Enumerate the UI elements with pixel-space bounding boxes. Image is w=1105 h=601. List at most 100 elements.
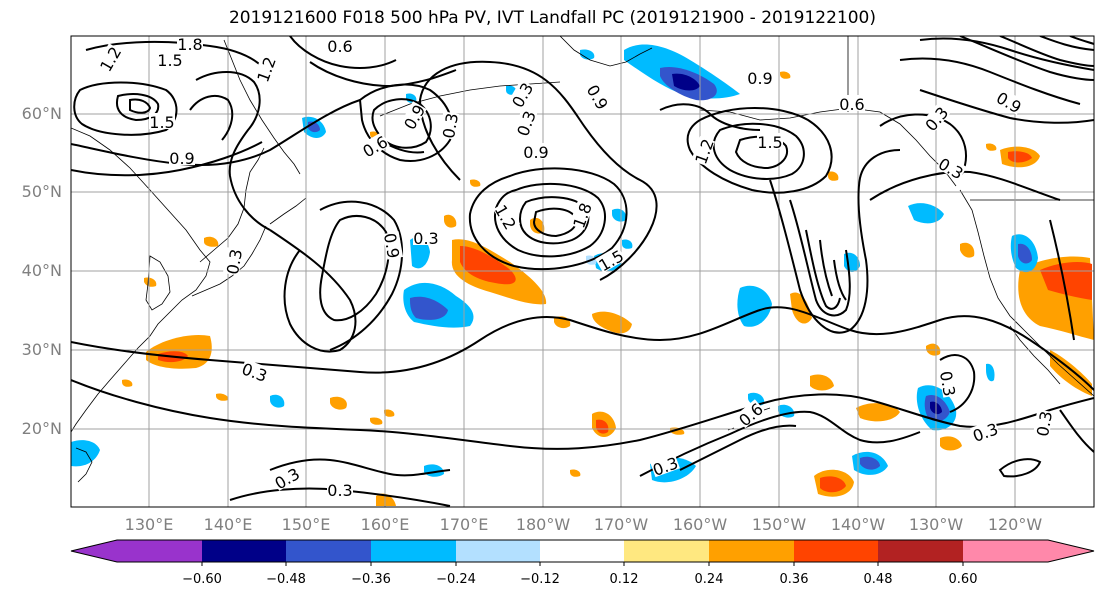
colorbar-swatch [371,540,456,562]
positive-anomaly [856,403,900,422]
negative-anomaly [71,440,100,467]
lon-label-160e: 160°E [360,515,410,534]
contour-label: 1.5 [149,113,174,132]
baja-coast [1009,325,1061,385]
contour-label-bg [936,153,967,181]
colorbar-swatch [878,540,963,562]
colorbar-tick-label: −0.12 [520,572,560,587]
pv-contour [189,94,234,141]
colorbar-tick-label: 0.48 [863,572,893,587]
contour-label-bg [994,87,1025,115]
positive-anomaly [790,292,812,324]
kamchatka-coast [223,39,301,175]
asia-coast [71,127,211,433]
negative-anomaly [908,203,944,224]
pv-contour [919,37,1094,71]
contour-label-bg [222,247,244,276]
lon-label-120w: 120°W [987,515,1043,534]
negative-anomaly [410,237,430,269]
contour-label-bg [327,481,353,497]
colorbar-swatch [117,540,202,562]
contour-label: 0.3 [1033,410,1056,438]
positive-anomaly [940,436,962,451]
contour-label-bg [157,51,183,67]
negative-anomaly [672,73,700,91]
lon-label-140e: 140°E [203,515,253,534]
colorbar [70,539,1095,566]
contour-label: 0.9 [747,69,772,88]
pv-contour [71,379,1094,450]
contour-label: 0.9 [523,143,548,162]
positive-anomaly [596,419,609,434]
pv-contour [869,170,1061,201]
colorbar-swatch [456,540,540,562]
negative-anomaly [1018,243,1032,264]
contour-label: 0.9 [380,232,403,260]
contour-label: 1.5 [757,133,782,152]
contour-label: 0.6 [327,37,352,56]
contour-label: 0.3 [327,481,352,500]
contour-label-bg [734,399,766,429]
contour-label-bg [970,419,1000,444]
positive-anomaly [1008,151,1032,163]
negative-anomaly [622,239,633,249]
contour-label: 0.3 [413,229,438,248]
pv-contour [919,89,1094,124]
pv-contour [1059,409,1094,453]
contour-label: 0.3 [223,248,246,276]
pv-contour [686,107,833,194]
pv-contour [73,81,178,136]
pv-contour [879,113,967,175]
positive-anomaly [820,476,846,493]
positive-anomaly [960,242,975,258]
colorbar-tick-label: −0.48 [266,572,306,587]
aleutian-islands [379,81,561,117]
lon-label-150e: 150°E [281,515,331,534]
colorbar-over-arrow [1048,540,1094,562]
lon-label-130w: 130°W [908,515,964,534]
pv-contour [418,60,658,281]
contour-label-bg [240,359,270,384]
pv-contour [319,215,390,322]
lat-label-20n: 20°N [21,419,62,438]
negative-anomaly [986,363,995,382]
pv-contour [519,196,590,245]
positive-anomaly [384,409,395,417]
colorbar-swatch [963,540,1048,562]
pv-contour [289,36,397,69]
contour-label-bg [327,37,353,53]
pv-contour [129,98,152,114]
positive-anomaly [470,179,481,187]
contour-label-bg [921,102,951,134]
pv-contour [71,99,361,167]
positive-anomaly [828,171,839,181]
pv-contour [468,167,628,271]
pv-contour [269,229,357,353]
contour-label-bg [493,201,521,232]
colorbar-tick-label: −0.24 [436,572,476,587]
positive-anomaly [460,246,516,285]
lon-label-150w: 150°W [751,515,807,534]
lon-label-180w: 180°W [515,515,571,534]
pv-contour [371,98,432,149]
contour-label-bg [399,101,427,132]
kuril-islands [269,197,307,225]
contour-label-bg [938,369,960,398]
pv-contour [269,458,451,477]
positive-anomaly [986,143,997,151]
positive-anomaly [570,469,581,477]
pv-contour [532,207,578,238]
contour-label-bg [149,113,175,129]
pv-contour [71,306,1094,391]
pv-contour [639,410,921,477]
pv-contour [789,199,851,317]
pv-contour [899,57,1081,105]
pacific-nw-coast [959,189,1094,397]
pv-contour [819,239,847,301]
negative-anomaly [737,285,772,327]
pv-contour [769,149,901,334]
positive-anomaly [330,396,347,410]
contour-label-bg [1032,409,1054,438]
colorbar-under-arrow [71,540,117,562]
positive-anomaly [780,71,791,79]
